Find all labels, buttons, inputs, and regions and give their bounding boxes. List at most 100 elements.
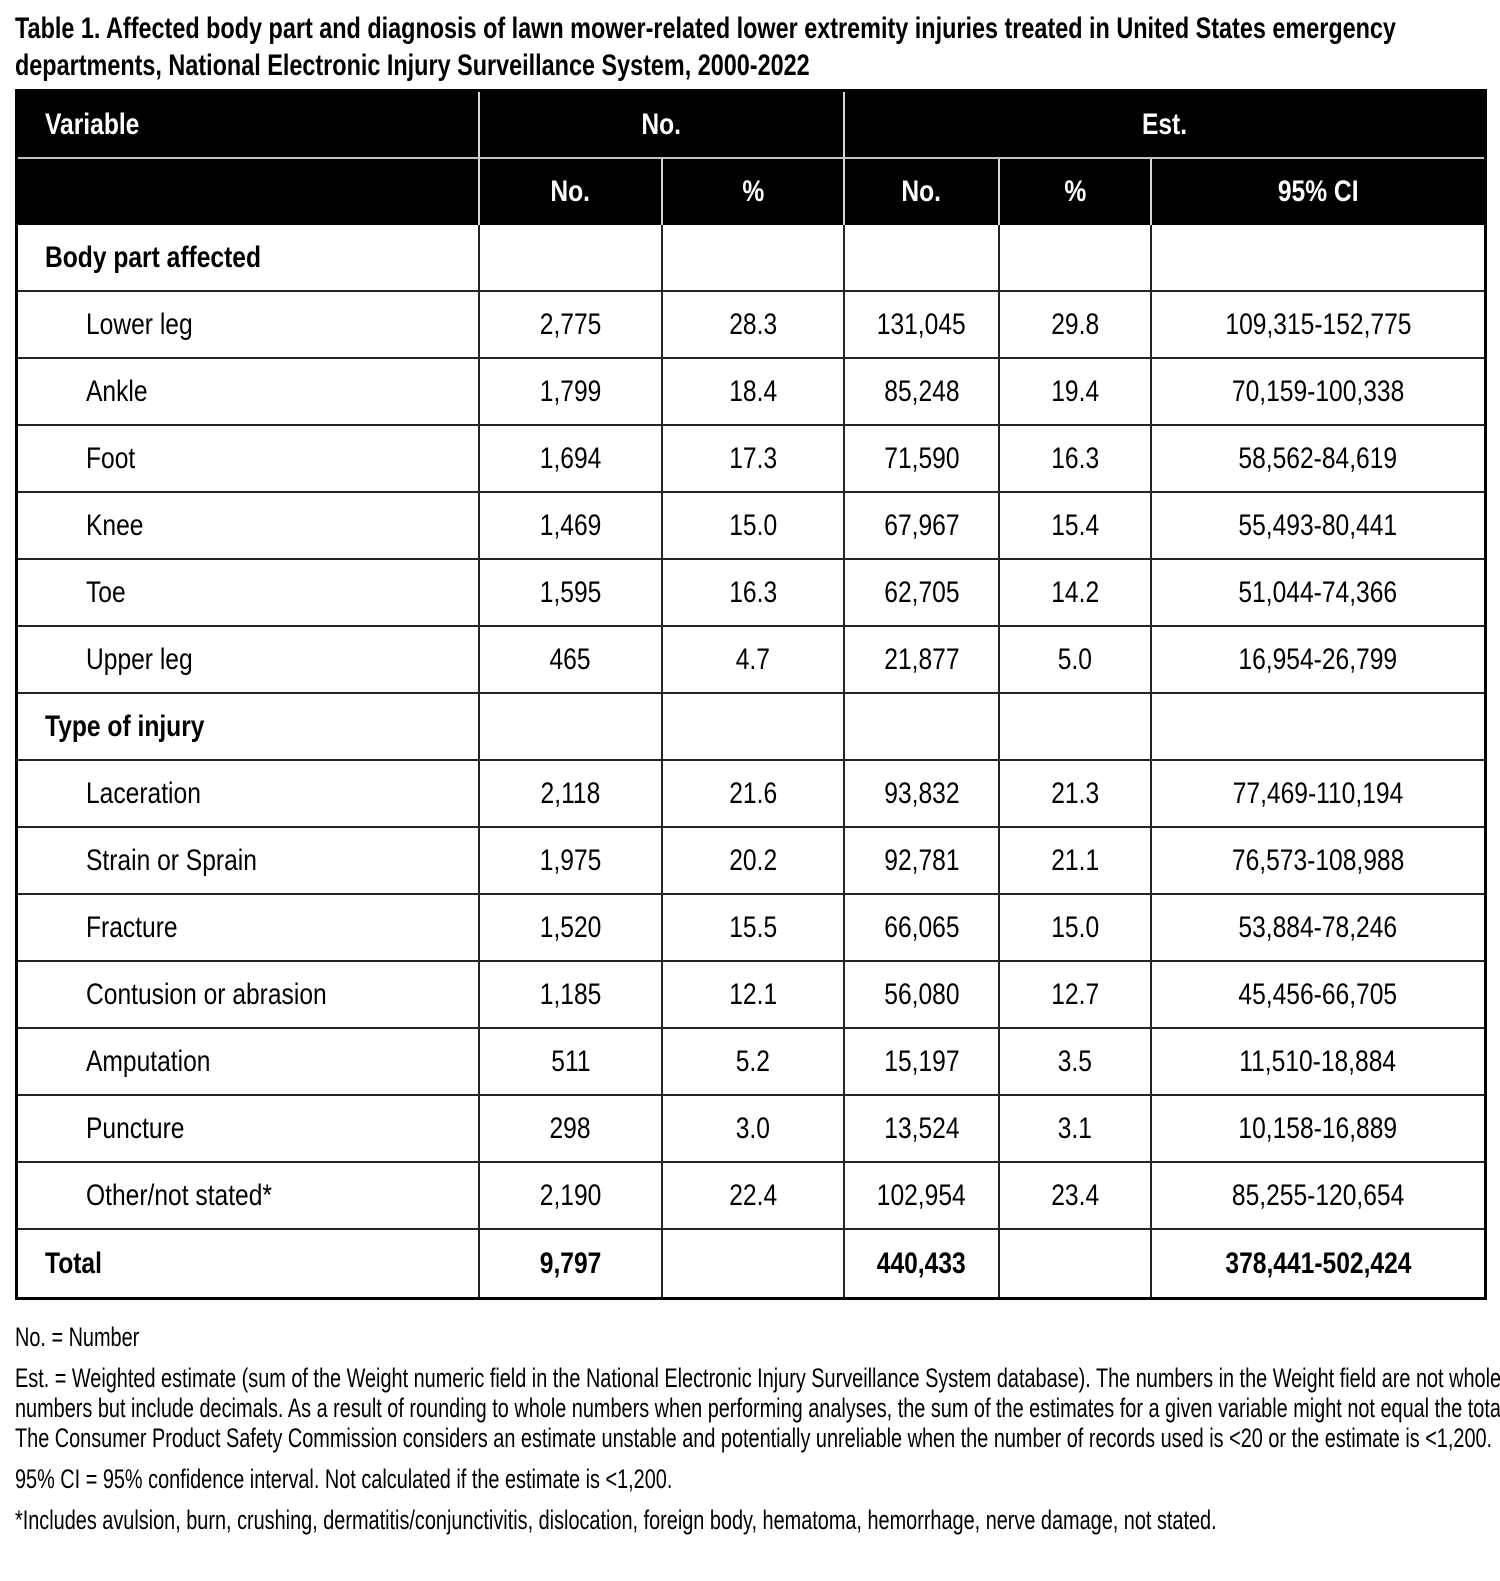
section-label-cell: Type of injury	[18, 694, 480, 761]
est-no-cell: 21,877	[845, 627, 1001, 694]
est-no-value: 131,045	[877, 307, 966, 341]
est-pct-cell: 21.3	[1000, 761, 1153, 828]
header-empty-cell	[18, 159, 480, 225]
header-variable-cell: Variable	[18, 92, 480, 159]
pct-value: 21.6	[729, 776, 777, 810]
est-pct-value: 15.0	[1051, 910, 1099, 944]
est-pct-value: 29.8	[1051, 307, 1099, 341]
injury-table: Variable No. Est. No. % No. % 95% CI Bod…	[15, 89, 1488, 1300]
est-pct-value: 21.1	[1051, 843, 1099, 877]
header-est-group-label: Est.	[1141, 107, 1188, 141]
total-est-no-cell: 440,433	[845, 1230, 1001, 1297]
header-ci-label: 95% CI	[1277, 175, 1359, 208]
est-pct-cell: 12.7	[1000, 962, 1153, 1029]
row-label-cell: Contusion or abrasion	[18, 962, 480, 1029]
header-no-group-label: No.	[641, 107, 682, 141]
pct-value: 20.2	[729, 843, 777, 877]
pct-cell: 3.0	[663, 1096, 846, 1163]
table-row: Upper leg 465 4.7 21,877 5.0 16,954-26,7…	[18, 627, 1485, 694]
footnote-est-abbrev: Est. = Weighted estimate (sum of the Wei…	[15, 1363, 1500, 1453]
ci-cell: 70,159-100,338	[1152, 359, 1485, 426]
header-variable-label: Variable	[45, 107, 140, 141]
ci-cell: 51,044-74,366	[1152, 560, 1485, 627]
empty-cell	[480, 225, 663, 292]
total-row: Total 9,797 440,433 378,441-502,424	[18, 1230, 1485, 1297]
est-pct-value: 15.4	[1051, 508, 1099, 542]
header-est-pct-label: %	[1064, 175, 1086, 208]
ci-value: 70,159-100,338	[1231, 374, 1405, 408]
est-no-cell: 66,065	[845, 895, 1001, 962]
ci-value: 58,562-84,619	[1238, 441, 1398, 475]
row-label-cell: Upper leg	[18, 627, 480, 694]
empty-cell	[845, 225, 1001, 292]
pct-cell: 21.6	[663, 761, 846, 828]
total-label: Total	[45, 1246, 102, 1280]
ci-cell: 55,493-80,441	[1152, 493, 1485, 560]
est-pct-value: 14.2	[1051, 575, 1099, 609]
est-pct-cell: 14.2	[1000, 560, 1153, 627]
no-value: 1,694	[539, 441, 602, 475]
header-no-group-cell: No.	[480, 92, 846, 159]
pct-value: 28.3	[729, 307, 777, 341]
no-value: 1,799	[539, 374, 602, 408]
empty-cell	[845, 694, 1001, 761]
ci-cell: 109,315-152,775	[1152, 292, 1485, 359]
pct-value: 12.1	[729, 977, 777, 1011]
section-row-injury-type: Type of injury	[18, 694, 1485, 761]
empty-cell	[1000, 694, 1153, 761]
table-row: Toe 1,595 16.3 62,705 14.2 51,044-74,366	[18, 560, 1485, 627]
empty-cell	[1000, 1230, 1153, 1297]
ci-cell: 85,255-120,654	[1152, 1163, 1485, 1230]
pct-cell: 20.2	[663, 828, 846, 895]
no-value: 2,775	[539, 307, 602, 341]
footnote-no-abbrev: No. = Number	[15, 1322, 140, 1352]
est-pct-value: 16.3	[1051, 441, 1099, 475]
table-body: Body part affected Lower leg 2,775 28.3 …	[18, 225, 1485, 1297]
table-row: Puncture 298 3.0 13,524 3.1 10,158-16,88…	[18, 1096, 1485, 1163]
ci-cell: 58,562-84,619	[1152, 426, 1485, 493]
est-no-cell: 15,197	[845, 1029, 1001, 1096]
pct-cell: 4.7	[663, 627, 846, 694]
no-value: 1,595	[539, 575, 602, 609]
document-page: Table 1. Affected body part and diagnosi…	[15, 10, 1500, 1546]
footnote-includes: *Includes avulsion, burn, crushing, derm…	[15, 1505, 1217, 1535]
pct-cell: 18.4	[663, 359, 846, 426]
pct-cell: 15.0	[663, 493, 846, 560]
row-label: Contusion or abrasion	[86, 977, 327, 1011]
est-no-cell: 13,524	[845, 1096, 1001, 1163]
ci-value: 77,469-110,194	[1232, 776, 1404, 810]
pct-value: 5.2	[735, 1044, 771, 1078]
est-no-cell: 92,781	[845, 828, 1001, 895]
est-no-cell: 62,705	[845, 560, 1001, 627]
total-est-no-value: 440,433	[877, 1246, 966, 1280]
header-est-no-cell: No.	[845, 159, 1001, 225]
no-cell: 1,595	[480, 560, 663, 627]
est-pct-cell: 16.3	[1000, 426, 1153, 493]
est-pct-cell: 3.1	[1000, 1096, 1153, 1163]
section-label-cell: Body part affected	[18, 225, 480, 292]
ci-value: 55,493-80,441	[1238, 508, 1398, 542]
no-cell: 2,118	[480, 761, 663, 828]
est-pct-value: 5.0	[1057, 642, 1093, 676]
est-no-value: 67,967	[883, 508, 960, 542]
ci-value: 53,884-78,246	[1238, 910, 1398, 944]
no-cell: 1,799	[480, 359, 663, 426]
total-ci-cell: 378,441-502,424	[1152, 1230, 1485, 1297]
pct-value: 17.3	[729, 441, 777, 475]
table-row: Laceration 2,118 21.6 93,832 21.3 77,469…	[18, 761, 1485, 828]
section-row-body-part: Body part affected	[18, 225, 1485, 292]
row-label: Foot	[86, 441, 136, 475]
no-cell: 1,185	[480, 962, 663, 1029]
est-no-value: 71,590	[883, 441, 960, 475]
no-value: 298	[549, 1111, 592, 1145]
no-cell: 1,469	[480, 493, 663, 560]
header-est-pct-cell: %	[1000, 159, 1153, 225]
footnotes: No. = Number Est. = Weighted estimate (s…	[15, 1322, 1500, 1535]
est-pct-cell: 3.5	[1000, 1029, 1153, 1096]
pct-value: 16.3	[729, 575, 777, 609]
pct-cell: 5.2	[663, 1029, 846, 1096]
row-label: Knee	[86, 508, 144, 542]
table-row: Knee 1,469 15.0 67,967 15.4 55,493-80,44…	[18, 493, 1485, 560]
row-label: Other/not stated*	[86, 1178, 272, 1212]
header-no-label: No.	[550, 175, 591, 208]
